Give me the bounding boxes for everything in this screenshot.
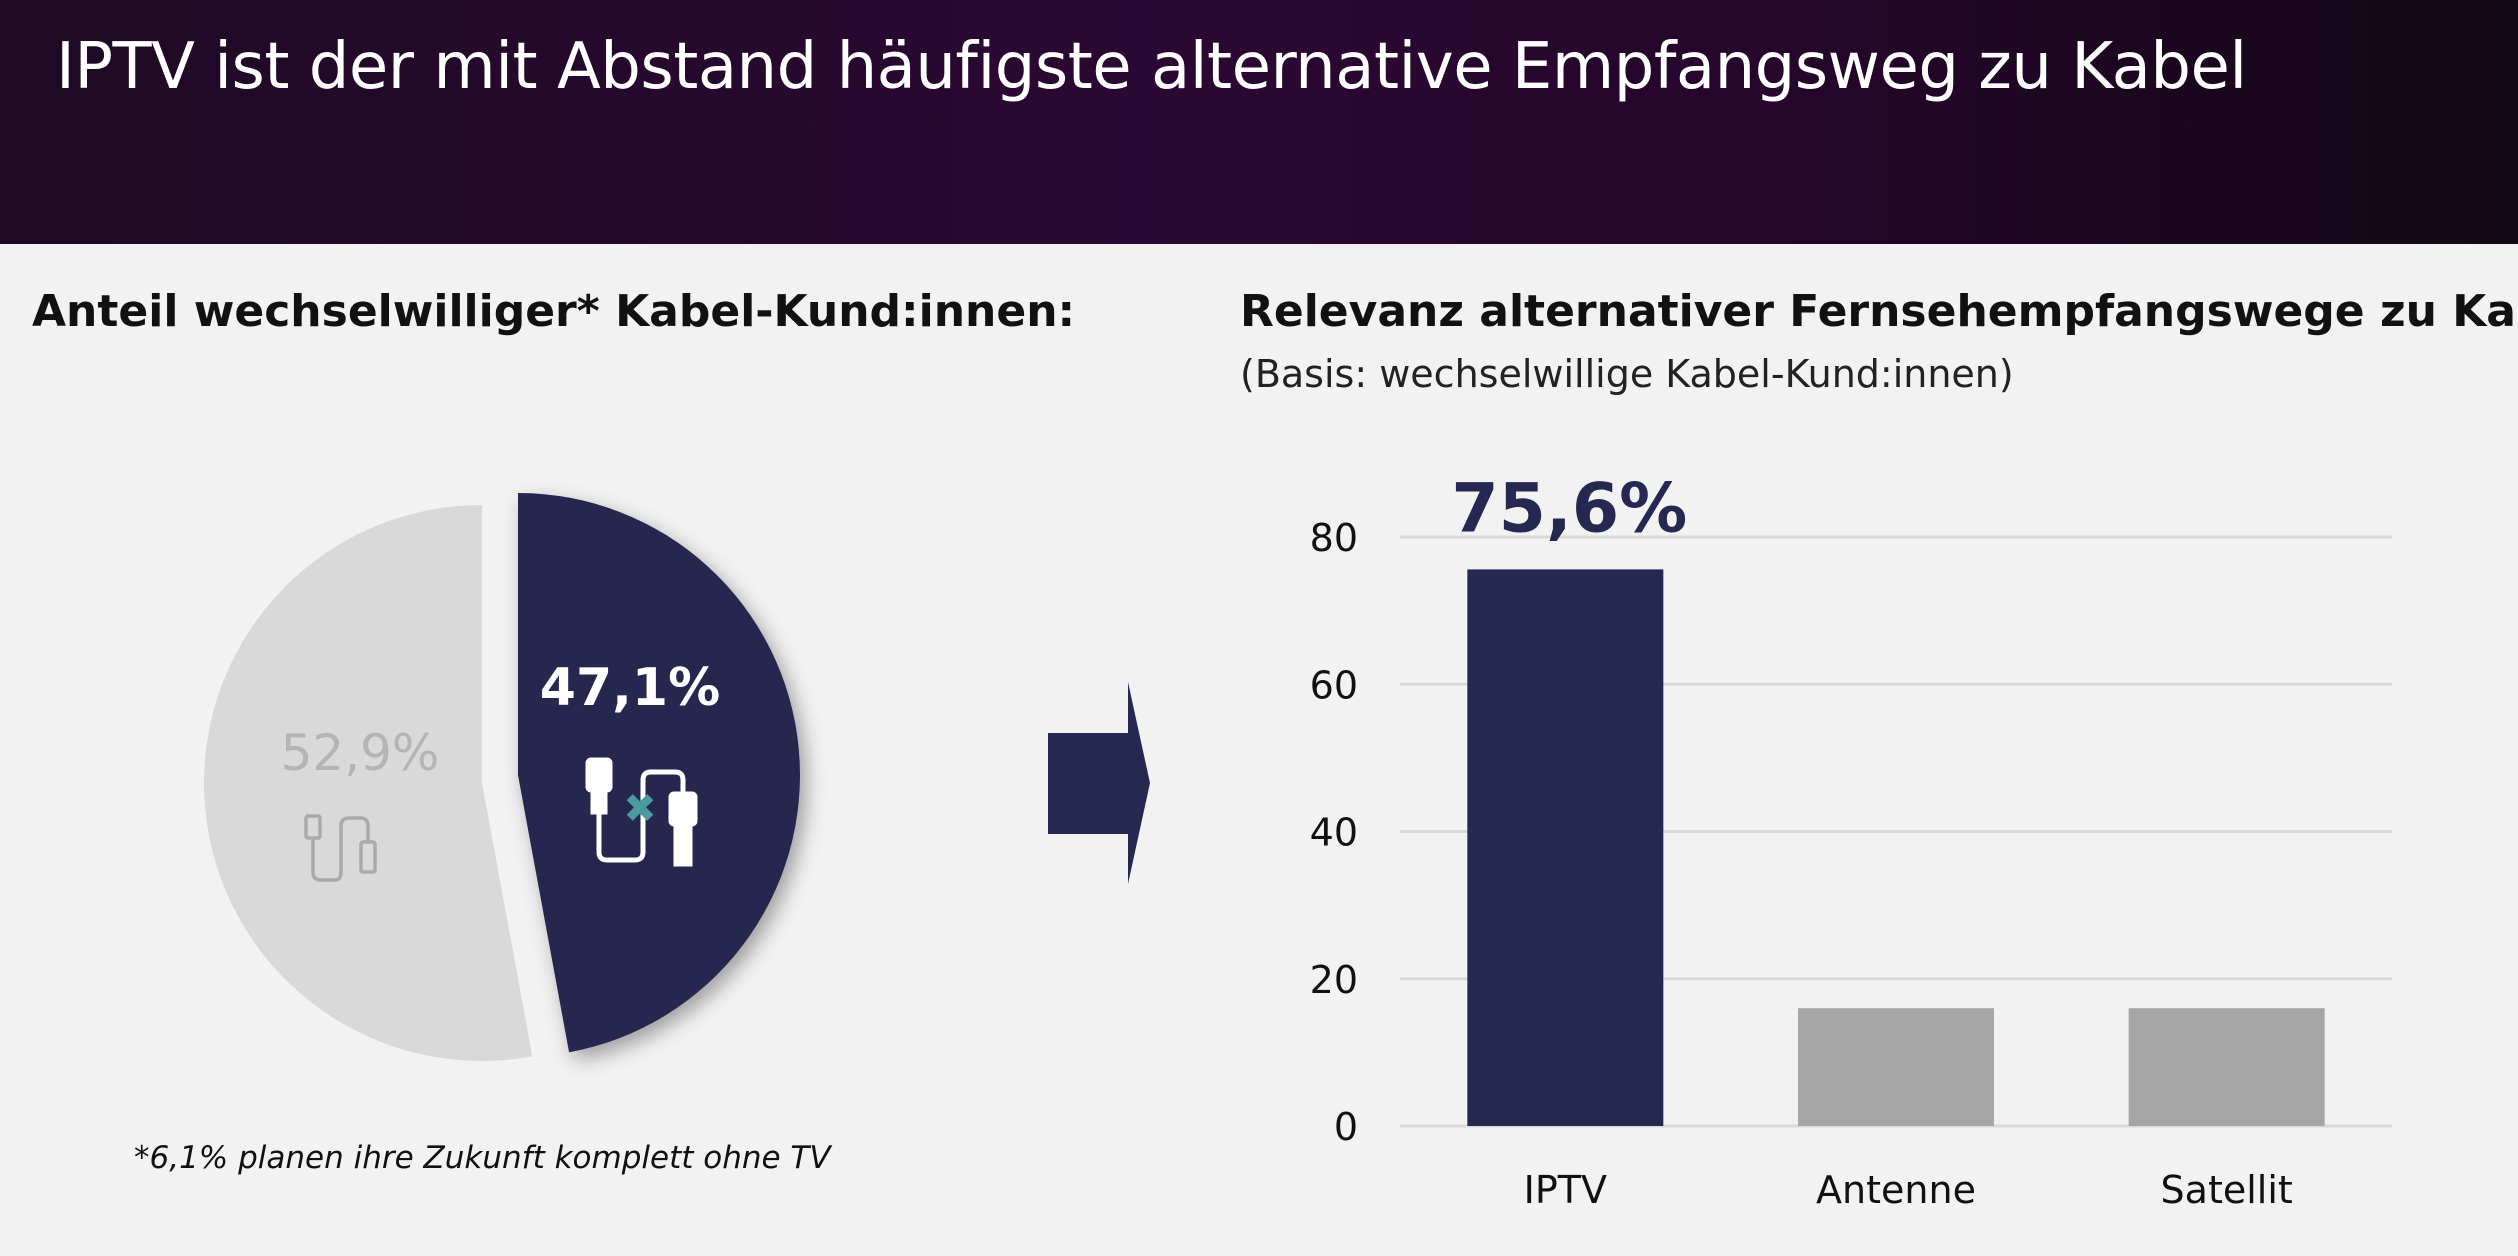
bar-chart: 0 20 40 60 80 IPTV 75,6% Antenne Satellit [1310,469,2392,1212]
y-tick-label: 20 [1310,958,1358,1002]
cable-icon [304,814,377,882]
bar-annotation-label: 75,6% [1451,469,1687,548]
disconnect-icon: ✖ [623,786,657,832]
right-panel-subtitle: (Basis: wechselwillige Kabel-Kund:innen) [1240,352,2014,396]
x-tick-label: Satellit [2161,1168,2293,1212]
left-panel-title: Anteil wechselwilliger* Kabel-Kund:innen… [32,286,1076,337]
bar-satellit [2128,1008,2325,1126]
arrow-right-icon [1048,682,1150,884]
pie-label-remaining: 52,9% [281,724,440,782]
pie-label-switching: 47,1% [540,658,720,718]
page-title: IPTV ist der mit Abstand häufigste alter… [56,30,2247,104]
y-tick-label: 60 [1310,663,1358,707]
y-tick-label: 40 [1310,811,1358,855]
bar-iptv [1467,569,1664,1126]
pie-chart: 47,1% 52,9% ✖ [204,493,800,1061]
bar-antenne [1798,1008,1994,1126]
right-panel-title: Relevanz alternativer Fernsehempfangsweg… [1240,286,2518,337]
cable-switch-icon: ✖ [585,757,698,867]
x-tick-label: IPTV [1524,1168,1607,1212]
header-banner: IPTV ist der mit Abstand häufigste alter… [0,0,2518,244]
footnote: *6,1% planen ihre Zukunft komplett ohne … [134,1140,831,1176]
y-tick-label: 80 [1310,516,1358,560]
pie-slice-remaining [204,505,533,1061]
y-tick-label: 0 [1334,1105,1358,1149]
x-tick-label: Antenne [1816,1168,1976,1212]
